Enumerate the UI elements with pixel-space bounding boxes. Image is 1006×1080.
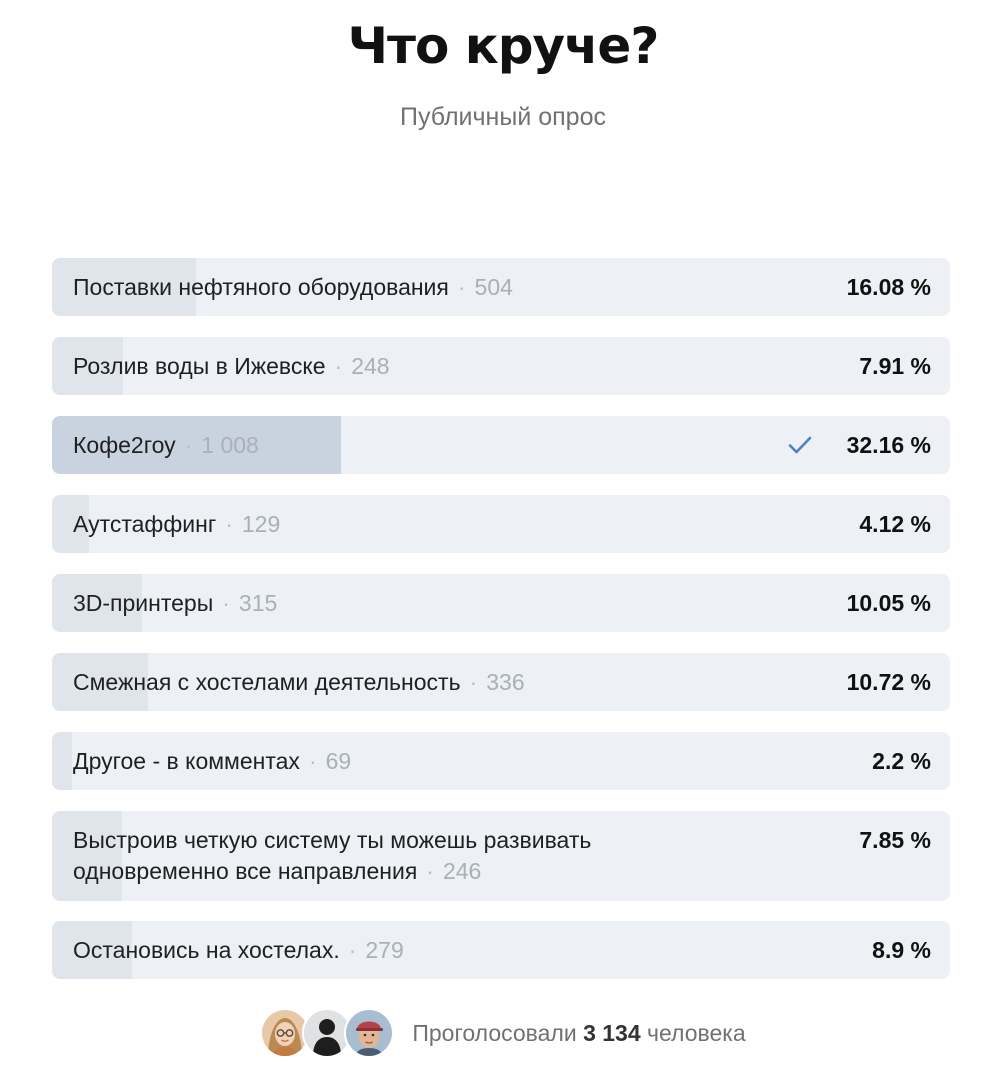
poll-option-label: Выстроив четкую систему ты можешь развив… bbox=[73, 827, 592, 884]
separator-dot: · bbox=[426, 858, 434, 884]
voters-footer[interactable]: Проголосовали 3 134 человека bbox=[0, 1008, 1006, 1058]
poll-option-percent: 16.08 % bbox=[846, 273, 931, 300]
voters-suffix: человека bbox=[647, 1019, 746, 1046]
poll-option[interactable]: Другое - в комментах · 69 2.2 % bbox=[52, 732, 950, 790]
poll-option-fill bbox=[52, 258, 197, 316]
separator-dot: · bbox=[348, 936, 357, 963]
poll-option-label: Розлив воды в Ижевске bbox=[73, 352, 326, 379]
poll-subtitle: Публичный опрос bbox=[400, 103, 606, 131]
poll-option-count: 129 bbox=[241, 510, 281, 537]
poll-option[interactable]: Остановись на хостелах. · 279 8.9 % bbox=[52, 921, 950, 979]
avatar-dark-silhouette[interactable] bbox=[302, 1008, 353, 1058]
poll-option-fill bbox=[52, 811, 123, 901]
poll-option-percent: 8.9 % bbox=[872, 936, 931, 963]
poll-title: Что круче? bbox=[347, 17, 660, 75]
poll-option-label: Аутстаффинг bbox=[73, 510, 217, 537]
separator-dot: · bbox=[457, 273, 466, 300]
poll-option-fill bbox=[52, 921, 132, 979]
poll-option-count: 246 bbox=[442, 858, 482, 884]
poll-option-fill bbox=[52, 653, 149, 711]
poll-option-fill bbox=[52, 732, 72, 790]
separator-dot: · bbox=[334, 352, 343, 379]
poll-option-label: 3D-принтеры bbox=[73, 589, 214, 616]
poll-option[interactable]: Выстроив четкую систему ты можешь развив… bbox=[52, 811, 950, 901]
poll-option-count: 248 bbox=[351, 352, 390, 379]
poll-option-count: 315 bbox=[238, 589, 278, 616]
poll-option[interactable]: Смежная с хостелами деятельность · 336 10.… bbox=[52, 653, 950, 711]
separator-dot: · bbox=[222, 589, 230, 616]
avatar-man-cap[interactable] bbox=[344, 1008, 395, 1058]
voters-total: 3 134 bbox=[583, 1019, 641, 1046]
poll-option[interactable]: Розлив воды в Ижевске · 248 7.91 % bbox=[52, 337, 950, 395]
poll-option-count: 336 bbox=[486, 668, 525, 695]
voters-prefix: Проголосовали bbox=[412, 1019, 577, 1046]
poll-option-fill bbox=[52, 495, 89, 553]
voter-avatars[interactable] bbox=[260, 1008, 395, 1058]
poll-option-count: 504 bbox=[474, 273, 513, 300]
poll-option-fill bbox=[52, 337, 124, 395]
poll-option-label: Другое - в комментах bbox=[73, 747, 300, 774]
checkmark-icon bbox=[788, 436, 812, 454]
poll-option-percent: 10.05 % bbox=[846, 589, 931, 616]
poll-option-voted[interactable]: Кофе2гоу · 1 008 32.16 % bbox=[52, 416, 950, 474]
poll-option-fill bbox=[52, 574, 143, 632]
poll-option-label: Поставки нефтяного оборудования bbox=[73, 273, 449, 300]
poll-option-label: Остановись на хостелах. bbox=[73, 936, 340, 963]
poll-option-percent: 4.12 % bbox=[859, 510, 931, 537]
poll-option-fill bbox=[52, 416, 341, 474]
separator-dot: · bbox=[225, 510, 233, 537]
poll-option[interactable]: Поставки нефтяного оборудования · 504 16.0… bbox=[52, 258, 950, 316]
poll-option-label: Кофе2гоу bbox=[73, 431, 176, 458]
poll-option-percent: 32.16 % bbox=[846, 431, 931, 458]
poll-option[interactable]: Аутстаффинг · 129 4.12 % bbox=[52, 495, 950, 553]
poll-option-percent: 7.85 % bbox=[859, 827, 931, 853]
voters-count-text[interactable]: Проголосовали 3 134 человека bbox=[412, 1020, 745, 1047]
poll-option-count: 69 bbox=[325, 747, 352, 774]
poll-option-percent: 10.72 % bbox=[846, 668, 931, 695]
separator-dot: · bbox=[308, 747, 317, 774]
poll-option-percent: 2.2 % bbox=[872, 747, 931, 774]
separator-dot: · bbox=[184, 431, 193, 458]
poll-option-percent: 7.91 % bbox=[859, 352, 931, 379]
poll-option-count: 279 bbox=[365, 936, 404, 963]
poll-options-list: Поставки нефтяного оборудования · 504 16.0… bbox=[52, 258, 950, 1000]
separator-dot: · bbox=[469, 668, 478, 695]
poll-option-label: Смежная с хостелами деятельность bbox=[73, 668, 461, 695]
poll-option[interactable]: 3D-принтеры · 315 10.05 % bbox=[52, 574, 950, 632]
poll-option-count: 1 008 bbox=[201, 431, 259, 458]
